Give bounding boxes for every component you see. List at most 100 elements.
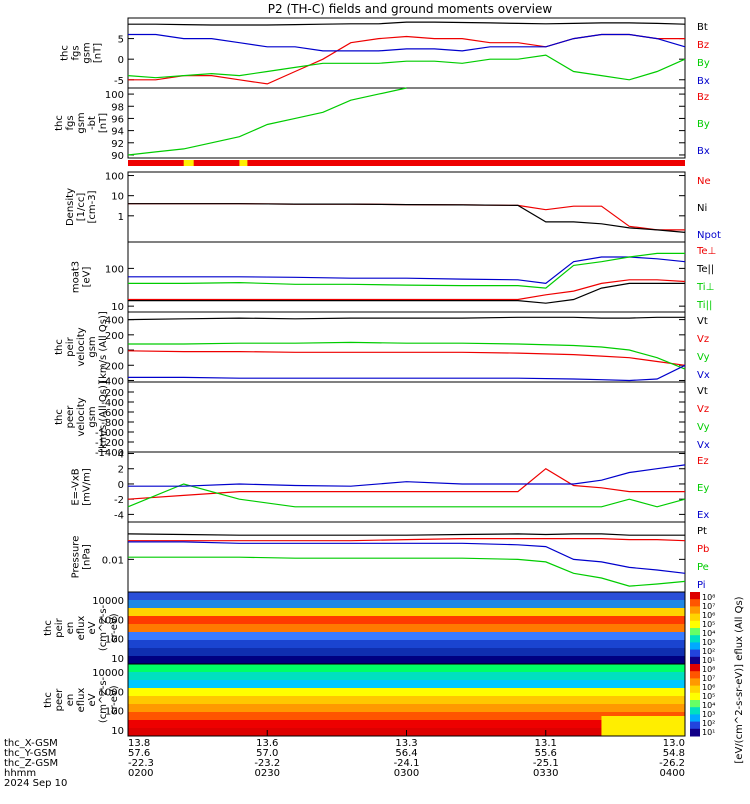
colorbar-band — [690, 635, 700, 643]
y-axis-label-line: eflux — [76, 616, 87, 641]
legend-entry-Bz: Bz — [697, 40, 709, 51]
x-axis-value: 13.8 — [128, 738, 150, 749]
y-axis-label: thcpeirenefluxeV(cm^2-s-sr-eV) — [43, 604, 120, 651]
y-tick-label: 100 — [105, 635, 124, 646]
colorbar-band — [690, 707, 700, 715]
x-axis-row-label: thc_X-GSM — [4, 738, 58, 749]
colorbar-band — [690, 620, 700, 629]
y-tick-label: -600 — [101, 408, 124, 419]
colorbar-tick: 10⁶ — [702, 611, 715, 620]
spectrogram-band — [601, 716, 685, 736]
spectrogram-band — [128, 664, 685, 673]
panel-peer-velocity: -1400-1200-1000-800-600-400-200thcpeerve… — [54, 381, 710, 459]
y-tick-label: -1000 — [95, 428, 124, 439]
legend-entry-Ey: Ey — [697, 483, 709, 494]
legend-entry-Bx: Bx — [697, 76, 710, 87]
legend-entry-Vy: Vy — [697, 422, 710, 433]
y-axis-label-line: thc — [60, 45, 71, 61]
y-tick-label: -5 — [114, 76, 124, 87]
spectrogram-band — [128, 600, 685, 609]
y-axis-label-line: [km/s (All Qs)] — [98, 311, 109, 383]
y-axis-label-line: fgs — [71, 45, 82, 60]
x-axis-value: -24.1 — [394, 758, 420, 769]
y-axis-label-line: gsm — [76, 112, 87, 133]
x-axis-value: 13.0 — [663, 738, 685, 749]
y-axis-label-line: [cm-3] — [87, 190, 98, 223]
panel-frame — [127, 381, 686, 453]
colorbar-tick: 10⁸ — [702, 593, 715, 602]
colorbar-band — [690, 599, 700, 607]
colorbar-band — [690, 656, 700, 665]
legend-entry-Pe: Pe — [697, 562, 709, 573]
spectrogram-band — [128, 608, 685, 617]
legend-entry-Ni: Ni — [697, 203, 707, 214]
panel-pressure: 0.01 Pressure[nPa] Pt Pb Pe Pi — [71, 521, 709, 593]
y-axis-label-line: E=-VxB — [71, 468, 82, 505]
y-axis-label-line: sr-eV) — [109, 685, 120, 714]
status-segment — [183, 160, 194, 166]
x-axis-value: 0330 — [533, 768, 558, 779]
x-axis-value: -25.1 — [533, 758, 559, 769]
spectrogram-band — [128, 704, 685, 713]
y-axis-label-line: gsm — [87, 406, 98, 427]
x-axis-value: 56.4 — [395, 748, 417, 759]
series-line-Ti⊥ — [128, 252, 685, 289]
legend-entry-Bz: Bz — [697, 92, 709, 103]
colorbar-band — [690, 592, 700, 600]
colorbar-band — [690, 700, 700, 708]
plot-title: P2 (TH-C) fields and ground moments over… — [268, 2, 553, 16]
x-axis-value: 0230 — [255, 768, 280, 779]
colorbar-band — [690, 685, 700, 694]
y-tick-label: -400 — [101, 398, 124, 409]
spectrogram-band — [128, 712, 685, 721]
colorbar-tick: 10⁷ — [702, 674, 715, 683]
y-axis-label-line: thc — [43, 692, 54, 708]
y-axis-label-line: velocity — [76, 327, 87, 366]
y-axis-label-line: [km/s (All Qs)] — [98, 381, 109, 453]
y-axis-label-line: [mV/m] — [82, 468, 93, 506]
y-axis-label-line: [nT] — [98, 113, 109, 133]
y-tick-label: 94 — [111, 127, 124, 138]
spectrogram-band — [128, 624, 685, 633]
colorbar-tick: 10⁸ — [702, 665, 715, 674]
legend-entry-Bx: Bx — [697, 146, 710, 157]
colorbar-tick: 10² — [702, 647, 715, 656]
y-axis-label-line: [nPa] — [82, 544, 93, 570]
x-axis-value: 13.6 — [256, 738, 278, 749]
colorbar-tick: 10³ — [702, 710, 715, 719]
legend-entry-Pb: Pb — [697, 544, 709, 555]
series-line-Ti — [128, 256, 686, 285]
y-axis-label-line: gsm — [82, 42, 93, 63]
y-tick-label: -800 — [101, 418, 124, 429]
x-axis-value: -22.3 — [128, 758, 154, 769]
x-axis-block: thc_X-GSM 13.8 13.6 13.3 13.1 13.0 thc_Y-GSM 57… — [4, 730, 686, 789]
y-axis-label: thcpeirvelocitygsm[km/s (All Qs)] — [54, 311, 109, 383]
y-tick-label: 0 — [118, 55, 124, 66]
x-axis-value: 13.1 — [535, 738, 557, 749]
panel-peir-spec: 10000 1000 100 10 thcpeirenefluxeV(cm^2-s-sr… — [43, 591, 686, 665]
x-axis-row-label: thc_Z-GSM — [4, 758, 58, 769]
legend-entry-By: By — [697, 119, 710, 130]
colorbar-tick: 10¹ — [702, 728, 715, 737]
colorbar-band — [690, 628, 700, 636]
legend-entry-Bt: Bt — [697, 22, 708, 33]
legend-entry-By: By — [697, 58, 710, 69]
spectrogram-band — [128, 720, 685, 729]
legend-entry-Pi: Pi — [697, 580, 706, 591]
spectrogram-band — [128, 616, 685, 625]
status-segment — [128, 160, 685, 166]
legend-entry-Vz: Vz — [697, 334, 709, 345]
series-line-Bt — [127, 87, 407, 156]
legend-entry-Pt: Pt — [697, 526, 707, 537]
y-tick-label: 5 — [118, 35, 124, 46]
y-axis-label: thcpeerenefluxeV(cm^2-s-sr-eV) — [43, 676, 120, 723]
panel-frame — [127, 171, 686, 243]
y-axis-label-line: sr-eV) — [109, 613, 120, 642]
colorbar-tick: 10² — [702, 719, 715, 728]
x-axis-row-label: thc_Y-GSM — [4, 748, 56, 759]
colorbar-tick: 10³ — [702, 638, 715, 647]
spectrogram-band — [128, 648, 685, 657]
y-axis-label: Pressure[nPa] — [71, 536, 93, 579]
